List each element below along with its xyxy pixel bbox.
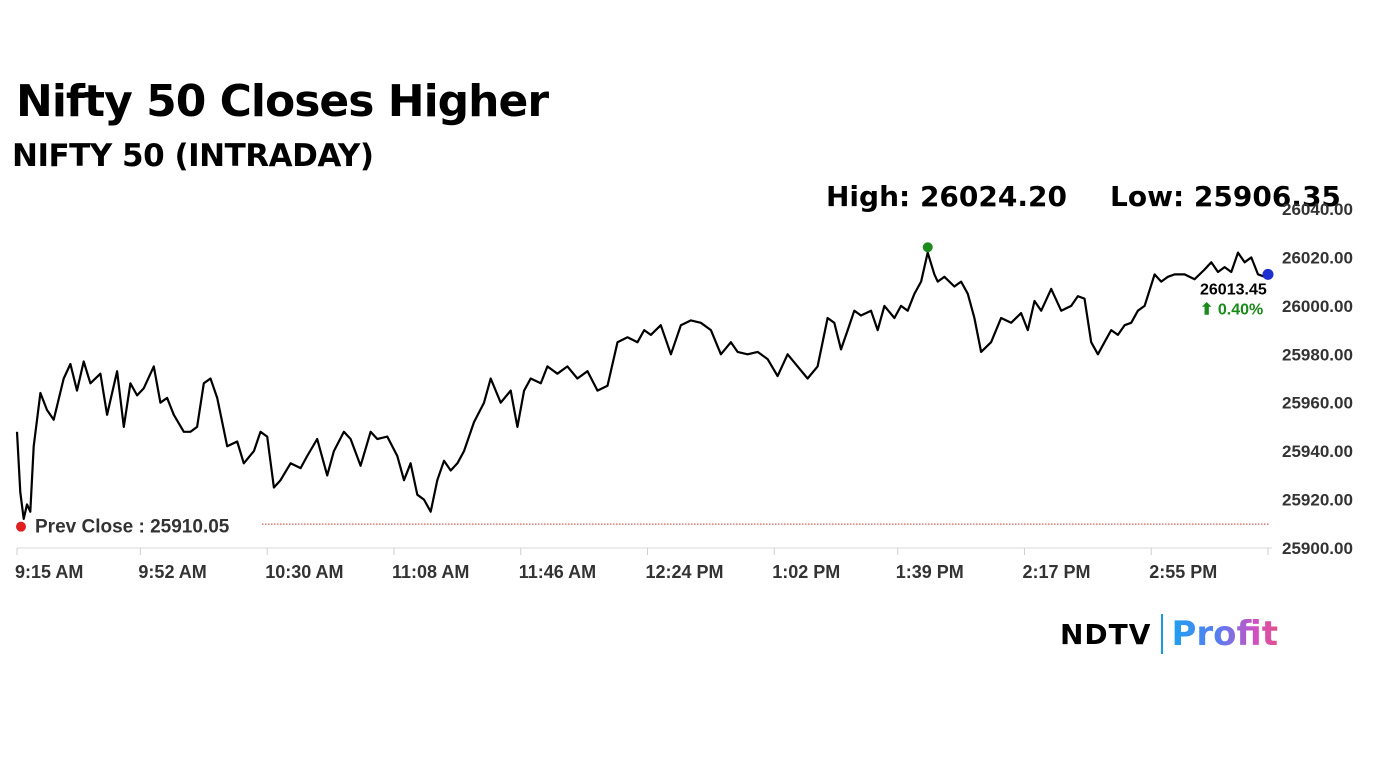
last-price-label: 26013.45 xyxy=(1200,281,1267,298)
y-tick-label: 26020.00 xyxy=(1282,248,1353,267)
x-tick-label: 11:08 AM xyxy=(392,562,469,582)
chart-subtitle: NIFTY 50 (INTRADAY) xyxy=(12,138,374,174)
logo-product: Profit xyxy=(1171,614,1278,654)
x-tick-label: 1:39 PM xyxy=(896,562,964,582)
prev-close-marker xyxy=(16,521,26,532)
change-percent-label: ⬆ 0.40% xyxy=(1200,301,1263,318)
y-tick-label: 26000.00 xyxy=(1282,297,1353,316)
x-tick-label: 9:52 AM xyxy=(138,562,206,582)
x-tick-label: 2:17 PM xyxy=(1022,562,1090,582)
x-tick-label: 2:55 PM xyxy=(1149,562,1217,582)
logo-divider xyxy=(1161,614,1164,654)
y-tick-label: 26040.00 xyxy=(1282,200,1353,219)
high-point-marker xyxy=(922,242,933,253)
low-value: Low: 25906.35 xyxy=(1110,180,1341,213)
x-tick-label: 10:30 AM xyxy=(265,562,343,582)
y-tick-label: 25960.00 xyxy=(1282,394,1353,413)
x-tick-label: 12:24 PM xyxy=(646,562,724,582)
y-tick-label: 25900.00 xyxy=(1282,539,1353,558)
prev-close-label: Prev Close : 25910.05 xyxy=(35,517,230,538)
x-tick-label: 11:46 AM xyxy=(519,562,596,582)
y-tick-label: 25920.00 xyxy=(1282,491,1353,510)
logo-brand: NDTV xyxy=(1060,617,1152,651)
ndtv-profit-logo: NDTV Profit xyxy=(1060,612,1278,656)
y-tick-label: 25980.00 xyxy=(1282,345,1353,364)
x-tick-label: 1:02 PM xyxy=(772,562,840,582)
price-series-line xyxy=(15,251,1269,520)
y-tick-label: 25940.00 xyxy=(1282,442,1353,461)
high-value: High: 26024.20 xyxy=(826,180,1067,213)
chart-title: Nifty 50 Closes Higher xyxy=(16,76,549,127)
x-tick-label: 9:15 AM xyxy=(15,562,83,582)
last-price-marker xyxy=(1262,268,1274,280)
